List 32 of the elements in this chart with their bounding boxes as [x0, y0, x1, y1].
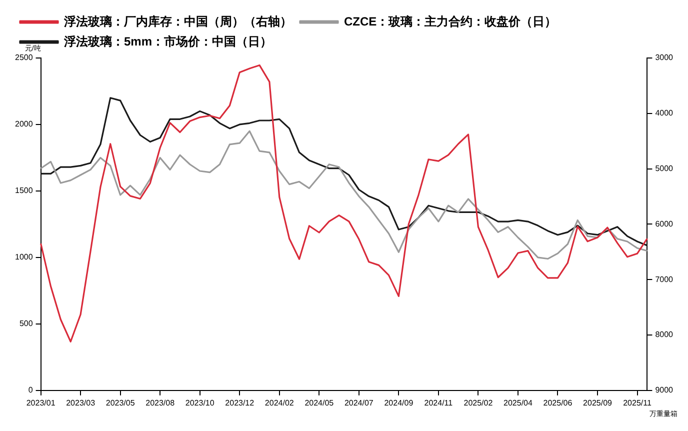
legend-label: CZCE：玻璃：主力合约：收盘价（日） [344, 14, 557, 28]
x-tick-label: 2025/11 [623, 398, 652, 408]
y-tick-label: 2500 [15, 53, 34, 62]
x-tick-label: 2024/02 [264, 398, 294, 408]
x-tick-label: 2025/06 [543, 398, 573, 408]
x-tick-label: 2025/02 [464, 398, 494, 408]
x-tick-label: 2024/11 [424, 398, 454, 408]
y-tick-label: 0 [28, 386, 34, 395]
legend-label: 浮法玻璃：厂内库存：中国（周）（右轴） [63, 14, 292, 28]
x-tick-label: 2025/04 [504, 398, 533, 408]
y2-tick-label: 4000 [655, 108, 674, 118]
x-tick-label: 2023/01 [26, 398, 56, 408]
y2-tick-label: 5000 [655, 164, 674, 174]
x-tick-label: 2023/08 [146, 398, 176, 408]
x-tick-label: 2023/10 [185, 398, 215, 408]
x-tick-label: 2024/09 [384, 398, 414, 408]
y-tick-label: 1000 [15, 252, 34, 262]
legend-label: 浮法玻璃：5mm：市场价：中国（日） [63, 34, 272, 48]
y-tick-label: 2000 [15, 120, 34, 129]
y2-tick-label: 8000 [655, 330, 674, 340]
y2-tick-label: 7000 [655, 274, 674, 284]
x-tick-label: 2023/12 [225, 398, 255, 408]
y-tick-label: 500 [19, 319, 34, 328]
x-tick-label: 2025/09 [583, 398, 613, 408]
x-tick-label: 2023/03 [66, 398, 96, 408]
x-tick-label: 2023/05 [106, 398, 136, 408]
x-tick-label: 2024/05 [304, 398, 334, 408]
y2-tick-label: 9000 [655, 386, 674, 395]
x-tick-label: 2024/07 [344, 398, 374, 408]
y-tick-label: 1500 [15, 186, 34, 196]
y2-tick-label: 6000 [655, 219, 674, 228]
y2-tick-label: 3000 [655, 53, 674, 62]
